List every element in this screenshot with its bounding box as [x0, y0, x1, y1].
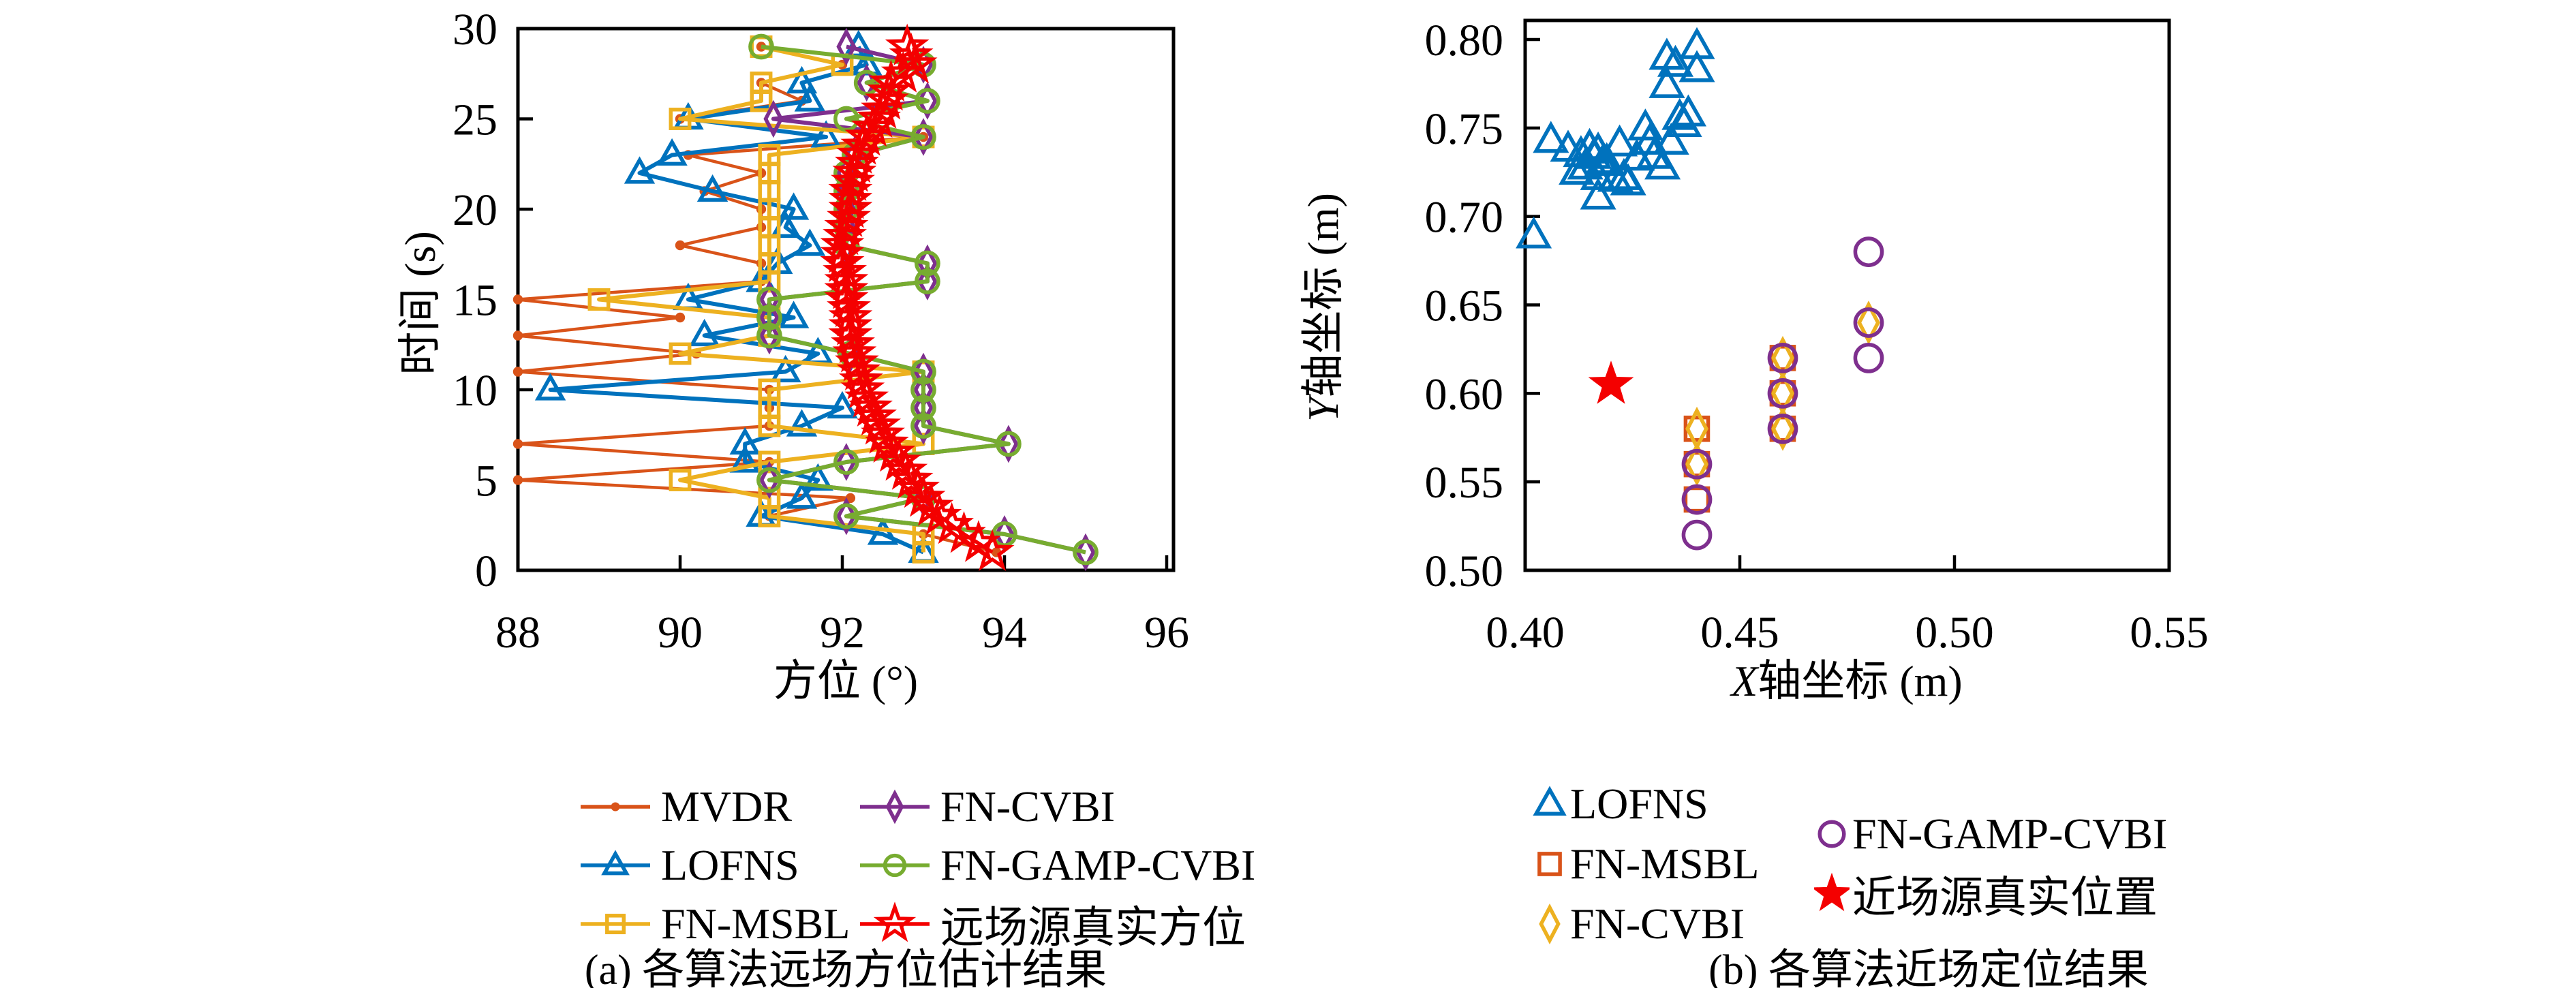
- series-b-fn-cvbi: [1685, 300, 1880, 487]
- plot-b-frame: [1523, 18, 2171, 572]
- chart-b-xlabel-rest: 轴坐标 (m): [1758, 657, 1963, 705]
- legend-item-fn-gamp-cvbi: FN-GAMP-CVBI: [1814, 808, 2167, 860]
- fn-msbl-marker-icon: [1537, 852, 1562, 876]
- plot-a-y-tick-label: 0: [475, 546, 497, 596]
- legend-label-fn-gamp-cvbi: FN-GAMP-CVBI: [940, 841, 1256, 889]
- plot-a-y-tick-label: 25: [453, 95, 497, 145]
- chart-b-ylabel-rest: 轴坐标 (m): [1299, 193, 1347, 398]
- chart-b-ylabel: Y轴坐标 (m): [1295, 69, 1351, 546]
- fn-cvbi-marker-icon: [1539, 903, 1561, 945]
- plot-a-y-tick-label: 10: [453, 366, 497, 416]
- legend-item-fn-cvbi: FN-CVBI: [1532, 898, 1759, 950]
- plot-b-y-tick-label: 0.75: [1425, 104, 1504, 154]
- plot-a-y-tick-label: 5: [475, 457, 497, 506]
- lofns-marker-icon: [581, 850, 650, 876]
- legend-label-fn-msbl: FN-MSBL: [1570, 839, 1760, 888]
- true-position-marker-icon: [1814, 872, 1850, 912]
- plot-a-x-tick-label: 90: [658, 608, 703, 658]
- plot-a-x-tick-label: 96: [1144, 608, 1189, 658]
- legend-label-true-position: 近场源真实位置: [1852, 874, 2158, 922]
- legend-item-lofns: LOFNS: [578, 841, 850, 890]
- legend-item-true-azimuth: 远场源真实方位: [857, 899, 1255, 952]
- chart-b-legend-col2: FN-GAMP-CVBI 近场源真实位置: [1814, 808, 2167, 928]
- plot-a-y-tick-label: 30: [453, 5, 497, 55]
- series-b-true-position: [1588, 360, 1634, 404]
- plot-b-y-tick-label: 0.60: [1425, 369, 1504, 419]
- fn-gamp-cvbi-marker-icon: [860, 853, 930, 878]
- fn-cvbi-marker-icon: [860, 789, 930, 824]
- plot-b-x-tick-label: 0.40: [1486, 608, 1565, 658]
- lofns-marker-icon: [1533, 786, 1567, 816]
- true-azimuth-marker-icon: [860, 901, 930, 942]
- legend-item-lofns: LOFNS: [1532, 778, 1759, 830]
- plot-b: 0.40 0.45 0.50 0.55 0.50 0.55 0.60 0.65 0.70 0.75…: [1425, 16, 2209, 658]
- legend-label-true-azimuth: 远场源真实方位: [940, 904, 1246, 952]
- legend-label-fn-msbl: FN-MSBL: [661, 899, 850, 948]
- legend-item-mvdr: MVDR: [578, 782, 850, 831]
- plot-b-y-tick-label: 0.55: [1425, 458, 1504, 508]
- chart-a-caption: (a) 各算法远场方位估计结果: [584, 947, 1107, 988]
- plot-b-y-tick-label: 0.65: [1425, 281, 1504, 331]
- legend-item-fn-cvbi: FN-CVBI: [857, 782, 1255, 831]
- chart-b-legend-col1: LOFNS FN-MSBL FN-CVBI: [1532, 778, 1759, 958]
- plot-b-ticks: 0.40 0.45 0.50 0.55 0.50 0.55 0.60 0.65 0.70 0.75…: [1425, 16, 2209, 658]
- chart-b-ylabel-var: Y: [1299, 397, 1347, 422]
- legend-label-mvdr: MVDR: [661, 782, 793, 831]
- legend-label-fn-gamp-cvbi: FN-GAMP-CVBI: [1852, 809, 2168, 858]
- legend-item-fn-msbl: FN-MSBL: [1532, 838, 1759, 890]
- plot-b-y-tick-label: 0.50: [1425, 546, 1504, 596]
- chart-b-xlabel-var: X: [1731, 657, 1758, 705]
- plot-b-x-tick-label: 0.45: [1700, 608, 1779, 658]
- plot-b-y-tick-label: 0.80: [1425, 16, 1504, 65]
- mvdr-marker-icon: [581, 802, 650, 812]
- legend-label-lofns: LOFNS: [1570, 779, 1708, 828]
- legend-label-lofns: LOFNS: [661, 841, 799, 889]
- plot-a-y-tick-label: 20: [453, 185, 497, 235]
- plot-a-y-tick-label: 15: [453, 276, 497, 326]
- legend-item-true-position: 近场源真实位置: [1814, 868, 2167, 922]
- legend-label-fn-cvbi: FN-CVBI: [1570, 899, 1745, 948]
- chart-a-ylabel: 时间 (s): [396, 231, 444, 375]
- fn-gamp-cvbi-marker-icon: [1818, 820, 1846, 848]
- chart-a-legend-col1: MVDR LOFNS FN-MSBL: [578, 782, 850, 958]
- series-b-lofns: [1516, 27, 1715, 249]
- chart-a-legend-col2: FN-CVBI FN-GAMP-CVBI 远场源真实方位: [857, 782, 1255, 958]
- fn-msbl-marker-icon: [581, 914, 650, 935]
- chart-a-xlabel: 方位 (°): [773, 657, 919, 705]
- plot-b-y-tick-label: 0.70: [1425, 193, 1504, 243]
- plot-a-ticks: 88 90 92 94 96 0 5 10 15 20 25 30: [453, 5, 1189, 658]
- plot-a-x-tick-label: 94: [982, 608, 1027, 658]
- series-b-fn-gamp-cvbi: [1681, 236, 1884, 551]
- plot-a-x-tick-label: 92: [820, 608, 865, 658]
- plot-a-x-tick-label: 88: [495, 608, 540, 658]
- plot-b-x-tick-label: 0.55: [2130, 608, 2209, 658]
- legend-item-fn-msbl: FN-MSBL: [578, 899, 850, 948]
- plot-a: 88 90 92 94 96 0 5 10 15 20 25 30: [453, 5, 1189, 658]
- legend-label-fn-cvbi: FN-CVBI: [940, 782, 1116, 831]
- chart-b-caption: (b) 各算法近场定位结果: [1708, 947, 2149, 988]
- chart-b-xlabel: X轴坐标 (m): [1574, 651, 2119, 712]
- series-true-azimuth: [820, 23, 1015, 571]
- legend-item-fn-gamp-cvbi: FN-GAMP-CVBI: [857, 841, 1255, 890]
- plot-b-x-tick-label: 0.50: [1915, 608, 1994, 658]
